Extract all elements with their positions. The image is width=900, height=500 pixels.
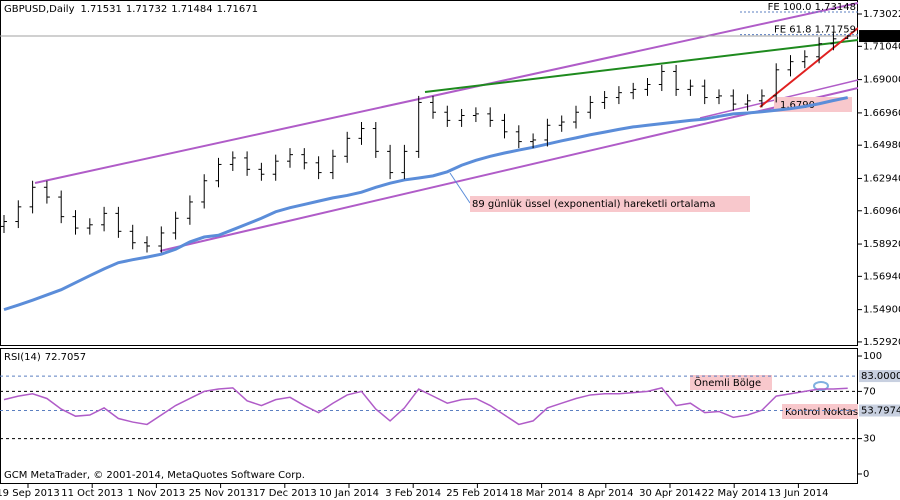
resistance-line [424,39,858,93]
rsi-line [3,387,848,426]
fe-label: FE 61.8 1.71759 [774,25,856,36]
last-open: 1.71531 [81,4,122,15]
x-tick-label: 19 Sep 2013 [0,488,60,499]
level-label: 83.0000 [861,371,900,382]
last-close: 1.71671 [217,4,258,15]
channel-upper [34,2,858,184]
x-tick-label: 25 Nov 2013 [189,488,253,499]
ema-line [3,96,849,312]
footer: GCM MetaTrader, © 2001-2014, MetaQuotes … [4,470,305,481]
x-tick-label: 25 Feb 2014 [446,488,508,499]
ema-note: 89 günlük üssel (exponential) hareketli … [472,199,715,210]
x-tick-label: 17 Dec 2013 [253,488,317,499]
channel-lower [159,87,858,252]
rsi-panel [0,348,858,484]
support-label: 1,6790 [780,100,815,111]
rsi-last: 72.7057 [45,352,86,363]
symbol: GBPUSD,Daily [4,4,75,15]
x-tick-label: 22 May 2014 [702,488,767,499]
x-tick-label: 18 Mar 2014 [510,488,573,499]
y-tick-label: 1.64980 [863,140,900,151]
chart-title: GBPUSD,Daily 1.71531 1.71732 1.71484 1.71671 [4,4,258,15]
rsi-title: RSI(14) 72.7057 [4,352,86,363]
x-tick-label: 13 Jun 2014 [768,488,828,499]
y-tick-label: 1.66960 [863,108,900,119]
x-tick-label: 1 Nov 2013 [128,488,186,499]
highlight-circle [813,381,829,391]
x-tick-label: 30 Apr 2014 [639,488,701,499]
y-tick-label: 1.58920 [863,239,900,250]
x-tick-label: 3 Feb 2014 [385,488,441,499]
level-box [859,404,900,417]
level-box [859,370,900,383]
y-tick-label: 1.69000 [863,75,900,86]
price-panel [0,0,858,346]
callout-box [470,196,750,212]
rsi-name: RSI(14) [4,352,41,363]
zone-label: Önemli Bölge [694,376,761,389]
x-tick-label: 10 Jan 2014 [319,488,379,499]
zone-box [690,375,772,390]
y-tick-label: 1.54900 [863,305,900,316]
y-tick-label: 1.60960 [863,206,900,217]
level-label: 53.79747 [861,406,900,417]
y-tick-label: 30 [863,434,876,445]
y-tick-label: 1.62940 [863,173,900,184]
y-tick-label: 1.52920 [863,337,900,348]
y-tick-label: 1.73022 [863,9,900,20]
price-marker: 1.71671 [861,31,900,42]
last-low: 1.71484 [171,4,212,15]
y-tick-label: 1.71040 [863,41,900,52]
y-tick-label: 1.56940 [863,271,900,282]
last-high: 1.71732 [126,4,167,15]
y-tick-label: 0 [863,469,869,480]
checkpoint-box [782,404,858,419]
y-tick-label: 100 [863,351,882,362]
price-marker-box [859,30,900,43]
checkpoint-label: Kontrol Noktası [785,407,861,418]
y-tick-label: 70 [863,386,876,397]
x-tick-label: 11 Oct 2013 [61,488,123,499]
callout-line [449,172,471,204]
x-tick-label: 8 Apr 2014 [578,488,633,499]
fe-label: FE 100.0 1.73148 [768,2,856,13]
